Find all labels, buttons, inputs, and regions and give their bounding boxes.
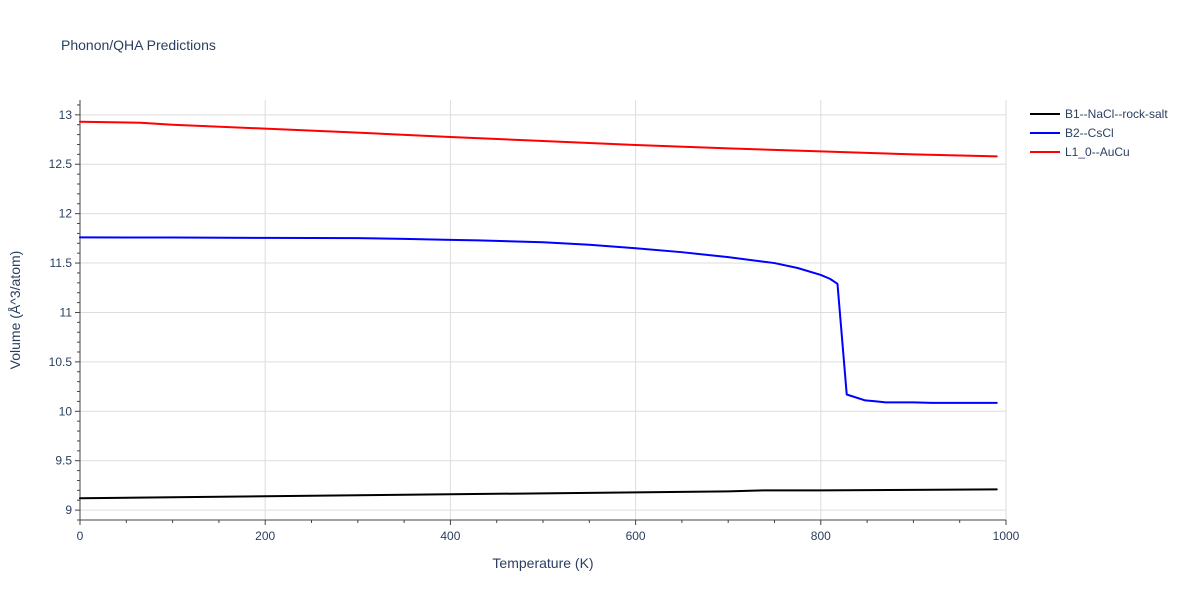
axes-layer (75, 100, 1007, 525)
y-tick-label: 11 (60, 305, 73, 319)
x-tick-label: 600 (626, 529, 646, 543)
y-tick-label: 13 (59, 108, 73, 122)
x-axis-title: Temperature (K) (492, 555, 593, 571)
y-tick-label: 11.5 (50, 256, 73, 270)
series-line-l1-0-aucu (79, 120, 998, 158)
series-line-b2-cscl (79, 236, 998, 404)
legend-label: B1--NaCl--rock-salt (1065, 107, 1168, 121)
x-tick-label: 400 (440, 529, 460, 543)
y-tick-label: 9.5 (55, 454, 72, 468)
legend-label: B2--CsCl (1065, 126, 1114, 140)
legend[interactable]: B1--NaCl--rock-salt B2--CsCl L1_0--AuCu (1030, 107, 1168, 159)
legend-label: L1_0--AuCu (1065, 145, 1130, 159)
tick-labels: 0 200 400 600 800 1000 9 9.5 10 10.5 11 11.5 12 12.5 1… (49, 108, 1020, 543)
x-tick-label: 1000 (993, 529, 1020, 543)
legend-item-b2-cscl[interactable]: B2--CsCl (1030, 126, 1114, 140)
y-axis-title: Volume (Å^3/atom) (7, 251, 23, 370)
series-line-b1-nacl-rock-salt (79, 488, 998, 500)
y-tick-label: 12 (59, 207, 73, 221)
y-tick-label: 12.5 (49, 157, 73, 171)
legend-item-l1-0-aucu[interactable]: L1_0--AuCu (1030, 145, 1130, 159)
x-tick-label: 200 (255, 529, 275, 543)
y-tick-label: 9 (65, 503, 72, 517)
y-tick-label: 10.5 (49, 355, 73, 369)
grid-layer (80, 100, 1007, 520)
series-layer (79, 120, 998, 500)
y-tick-label: 10 (59, 404, 73, 418)
chart-title: Phonon/QHA Predictions (61, 37, 216, 53)
x-tick-label: 800 (811, 529, 831, 543)
x-tick-label: 0 (77, 529, 84, 543)
legend-item-b1-nacl-rock-salt[interactable]: B1--NaCl--rock-salt (1030, 107, 1168, 121)
